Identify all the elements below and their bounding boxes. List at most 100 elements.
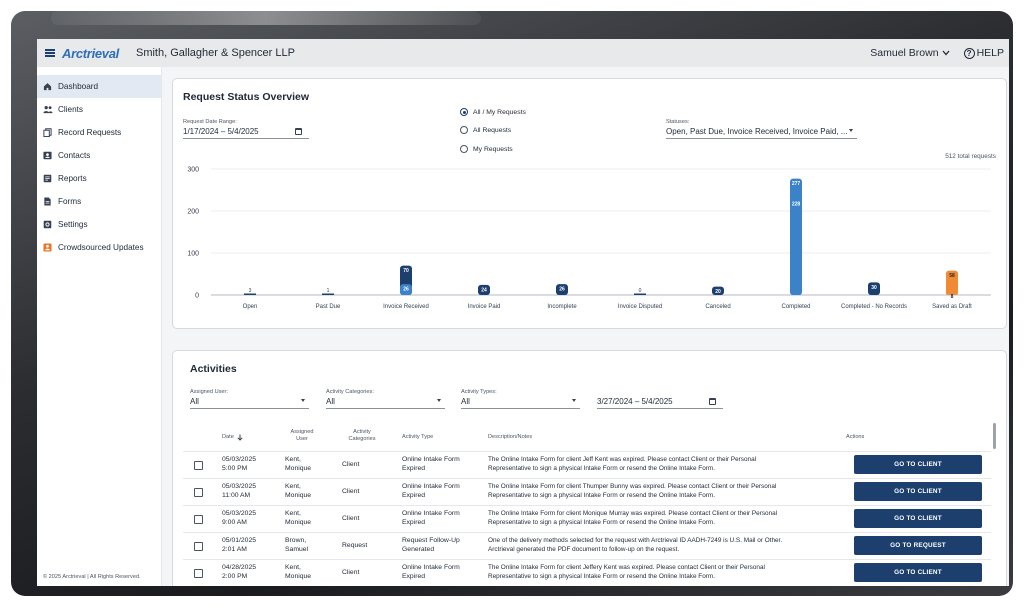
radio-all[interactable]: All Requests [460, 126, 511, 134]
row-type-line1: Request Follow-Up [402, 537, 460, 544]
sidebar: Dashboard Clients Record Requests Contacts R… [37, 67, 162, 586]
col-date[interactable]: Date [222, 434, 243, 441]
y-tick-label: 200 [187, 209, 199, 216]
row-type-line2: Expired [402, 573, 426, 580]
user-menu[interactable]: Samuel Brown [870, 47, 950, 59]
bar-value-label: 70 [403, 268, 409, 274]
people-icon [43, 105, 53, 114]
row-desc-line1: The Online Intake Form for client Thumpe… [488, 483, 777, 490]
y-tick-label: 100 [187, 251, 199, 258]
statuses-value: Open, Past Due, Invoice Received, Invoic… [666, 127, 848, 136]
activities-title: Activities [190, 363, 237, 375]
request-status-card: Request Status Overview Request Date Ran… [172, 78, 1007, 329]
row-checkbox[interactable] [194, 488, 203, 497]
activities-card: Activities Assigned User: All Activity C… [172, 350, 1007, 586]
date-range-value: 1/17/2024 – 5/4/2025 [183, 127, 259, 136]
activity-calendar-icon[interactable] [709, 398, 716, 405]
row-user-first: Samuel [285, 546, 309, 553]
main-content: Request Status Overview Request Date Ran… [162, 67, 1009, 586]
row-checkbox[interactable] [194, 542, 203, 551]
bar-inner-label: 8 [951, 294, 954, 300]
contact-card-icon [43, 151, 52, 160]
row-user-first: Monique [285, 519, 312, 526]
row-checkbox[interactable] [194, 461, 203, 470]
row-activity-type: Online Intake Form Expired [402, 455, 460, 473]
sidebar-item-contacts[interactable]: Contacts [37, 144, 161, 167]
date-range-field[interactable]: 1/17/2024 – 5/4/2025 [183, 127, 309, 139]
row-date: 05/01/2025 2:01 AM [222, 536, 256, 554]
row-date-day: 04/28/2025 [222, 564, 257, 571]
row-category: Client [342, 569, 360, 576]
help-button[interactable]: ? HELP [963, 47, 1004, 59]
bar [868, 282, 880, 295]
x-tick-label: Open [243, 304, 258, 310]
frame-glare [51, 11, 481, 25]
sidebar-item-forms[interactable]: Forms [37, 190, 161, 213]
calendar-icon[interactable] [295, 128, 302, 135]
sidebar-item-label: Reports [58, 174, 87, 183]
bar-inner-label: 228 [792, 202, 801, 208]
sort-arrow-down-icon [237, 434, 243, 441]
activity-date-range-field[interactable]: 3/27/2024 – 5/4/2025 [597, 397, 723, 409]
row-type-line2: Expired [402, 492, 426, 499]
x-tick-label: Invoice Received [383, 304, 429, 310]
row-assigned-user: Kent, Monique [285, 482, 311, 500]
bar [946, 270, 958, 295]
row-date: 05/03/2025 11:00 AM [222, 482, 256, 500]
statuses-select[interactable]: Open, Past Due, Invoice Received, Invoic… [666, 127, 857, 139]
go-to-request-button[interactable]: GO TO REQUEST [854, 536, 982, 555]
activity-types-value: All [461, 397, 470, 406]
go-to-client-button[interactable]: GO TO CLIENT [854, 482, 982, 501]
activity-date-range-value: 3/27/2024 – 5/4/2025 [597, 397, 673, 406]
assigned-user-label: Assigned User: [190, 389, 228, 395]
activity-categories-caret-icon [437, 399, 441, 402]
chevron-down-icon [942, 50, 950, 56]
row-category: Request [342, 542, 368, 549]
row-assigned-user: Kent, Monique [285, 563, 311, 581]
row-activity-type: Online Intake Form Expired [402, 482, 460, 500]
sidebar-item-dashboard[interactable]: Dashboard [37, 75, 161, 98]
sidebar-item-settings[interactable]: Settings [37, 213, 161, 236]
sidebar-item-clients[interactable]: Clients [37, 98, 161, 121]
bar [634, 293, 646, 295]
row-desc-line2: Representative to sign a physical Intake… [488, 573, 715, 580]
radio-my-label: My Requests [473, 145, 513, 153]
radio-my[interactable]: My Requests [460, 145, 513, 153]
y-tick-label: 300 [187, 167, 199, 174]
go-to-client-button[interactable]: GO TO CLIENT [854, 455, 982, 474]
row-description: One of the delivery methods selected for… [488, 536, 782, 554]
row-date: 05/03/2025 9:00 AM [222, 509, 256, 527]
top-bar: Arctrieval Smith, Gallagher & Spencer LL… [37, 39, 1009, 67]
radio-all-label: All Requests [473, 126, 512, 134]
activity-categories-label: Activity Categories: [326, 389, 374, 395]
activity-types-label: Activity Types: [461, 389, 497, 395]
bar-value-label: 0 [639, 288, 642, 294]
copyright: © 2025 Arctrieval | All Rights Reserved. [43, 574, 141, 580]
x-tick-label: Invoice Disputed [618, 304, 662, 310]
radio-all-my[interactable]: All / My Requests [460, 108, 526, 116]
row-date-day: 05/03/2025 [222, 483, 257, 490]
row-checkbox[interactable] [194, 515, 203, 524]
app-logo[interactable]: Arctrieval [62, 45, 119, 61]
activity-categories-select[interactable]: All [326, 397, 445, 409]
sidebar-item-label: Forms [58, 197, 82, 206]
crowdsource-icon [43, 243, 52, 252]
x-tick-label: Invoice Paid [468, 304, 501, 310]
menu-icon[interactable] [45, 49, 55, 57]
row-checkbox[interactable] [194, 569, 203, 578]
col-activity-categories: Activity Categories [339, 429, 385, 443]
sidebar-item-record-requests[interactable]: Record Requests [37, 121, 161, 144]
bar-value-label: 277 [792, 181, 801, 187]
assigned-user-value: All [190, 397, 199, 406]
row-desc-line1: The Online Intake Form for client Jeffer… [488, 564, 765, 571]
bar-value-label: 30 [871, 285, 877, 291]
bar-value-label: 24 [481, 287, 487, 293]
sidebar-item-reports[interactable]: Reports [37, 167, 161, 190]
go-to-client-button[interactable]: GO TO CLIENT [854, 509, 982, 528]
assigned-user-select[interactable]: All [190, 397, 309, 409]
table-scrollbar[interactable] [993, 423, 996, 449]
sidebar-item-crowdsourced-updates[interactable]: Crowdsourced Updates [37, 236, 161, 259]
activity-types-select[interactable]: All [461, 397, 580, 409]
go-to-client-button[interactable]: GO TO CLIENT [854, 563, 982, 582]
nav-list: Dashboard Clients Record Requests Contacts R… [37, 75, 161, 259]
